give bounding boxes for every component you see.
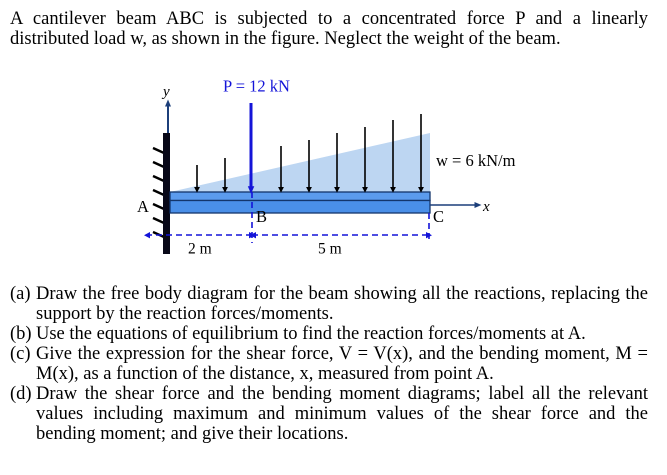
svg-text:A: A [137,197,149,216]
svg-text:B: B [256,207,267,226]
svg-text:P = 12 kN: P = 12 kN [223,77,290,96]
svg-text:w = 6 kN/m: w = 6 kN/m [436,151,516,170]
svg-text:5 m: 5 m [318,241,342,258]
svg-text:x: x [482,199,490,215]
svg-text:2 m: 2 m [188,241,212,258]
svg-text:C: C [433,207,444,226]
svg-text:y: y [161,84,170,100]
